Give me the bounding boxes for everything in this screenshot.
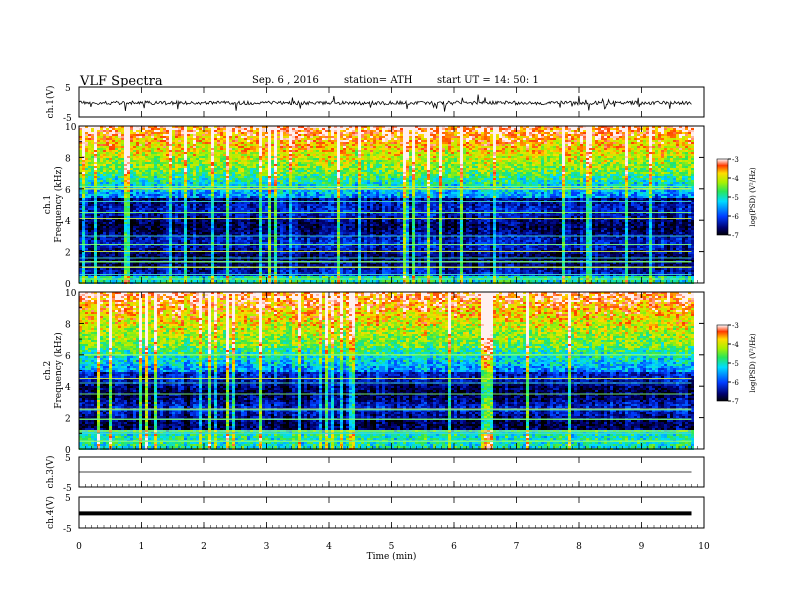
xaxis-label: Time (min) (367, 551, 417, 562)
ch2spec-cb-ticklabel-2: -5 (732, 360, 739, 368)
ch2spec-cb-ticklabel-4: -3 (732, 322, 739, 330)
ch2spec-yticklabel-8: 8 (65, 320, 71, 330)
ch1-ytick-5: 5 (65, 84, 71, 94)
ch2spec-yticklabel-6: 6 (65, 352, 71, 362)
ch1spec-cb-ticklabel-4: -3 (732, 156, 739, 164)
ch1spec-cb-ticklabel-2: -5 (732, 194, 739, 202)
xticklabel-8: 8 (576, 542, 582, 552)
ch1spec-ylabel2: Frequency (kHz) (53, 166, 64, 243)
xticklabel-0: 0 (76, 542, 82, 552)
ch1spec-yticklabel-2: 2 (65, 249, 71, 259)
ch2spec-ylabel: ch.2 (43, 361, 53, 380)
ch2spec-cb-label: log(PSD) (V²/Hz) (749, 333, 757, 392)
ch2spec-yticklabel-4: 4 (65, 383, 71, 393)
ch1spec-cb-ticklabel-1: -6 (732, 213, 739, 221)
ch4-ytick-5: 5 (65, 494, 71, 504)
ch2spec-ylabel2: Frequency (kHz) (53, 332, 64, 409)
ch1-waveform-line (79, 95, 692, 112)
ch1spec-colorbar (717, 159, 728, 235)
ch3-ytick-5: 5 (65, 454, 71, 464)
ch2spec-cb-ticklabel-3: -4 (732, 341, 739, 349)
xticklabel-3: 3 (264, 542, 270, 552)
ch2spec-heatmap (79, 292, 694, 450)
ch2spec-colorbar (717, 325, 728, 401)
ch1spec-yticklabel-4: 4 (65, 217, 71, 227)
ch2spec-yticklabel-2: 2 (65, 415, 71, 425)
xticklabel-10: 10 (698, 542, 710, 552)
ch1spec-cb-ticklabel-3: -4 (732, 175, 739, 183)
ch1spec-yticklabel-8: 8 (65, 154, 71, 164)
vlf-figure: 5-5ch.1(V)0246810ch.1 Frequency (kHz) -7-6… (0, 0, 792, 612)
ch1spec-yticklabel-10: 10 (65, 123, 77, 133)
xticklabel-1: 1 (139, 542, 145, 552)
ch2spec-cb-ticklabel-1: -6 (732, 379, 739, 387)
xticklabel-2: 2 (201, 542, 207, 552)
xticklabel-7: 7 (514, 542, 520, 552)
ch2spec-yticklabel-10: 10 (65, 289, 77, 299)
ch4-ytick-m5: -5 (63, 525, 72, 535)
ch4-ylabel: ch.4(V) (45, 496, 56, 529)
xticklabel-9: 9 (639, 542, 645, 552)
ch3-ytick-m5: -5 (63, 484, 72, 494)
ch1-ylabel: ch.1(V) (45, 86, 56, 119)
ch1spec-heatmap (79, 126, 694, 284)
xticklabel-4: 4 (326, 542, 332, 552)
ch1spec-cb-label: log(PSD) (V²/Hz) (749, 167, 757, 226)
ch3-ylabel: ch.3(V) (45, 456, 56, 489)
xticklabel-6: 6 (451, 542, 457, 552)
ch2spec-cb-ticklabel-0: -7 (732, 398, 739, 406)
ch1spec-ylabel: ch.1 (43, 195, 53, 214)
ch1spec-cb-ticklabel-0: -7 (732, 232, 739, 240)
xticklabel-5: 5 (389, 542, 395, 552)
ch1spec-yticklabel-6: 6 (65, 186, 71, 196)
